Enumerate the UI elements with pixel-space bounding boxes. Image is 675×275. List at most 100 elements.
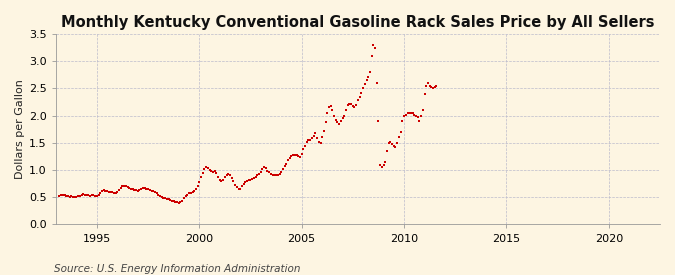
Point xyxy=(148,189,159,194)
Point xyxy=(417,108,428,112)
Point xyxy=(313,139,324,144)
Point xyxy=(267,173,278,178)
Point xyxy=(99,188,109,192)
Point xyxy=(349,105,360,110)
Point xyxy=(189,189,200,193)
Point xyxy=(76,192,87,197)
Point xyxy=(361,78,372,82)
Point xyxy=(244,178,254,182)
Point xyxy=(157,195,167,199)
Point xyxy=(351,103,362,107)
Point xyxy=(370,45,381,50)
Point xyxy=(354,94,365,99)
Point xyxy=(81,193,92,197)
Point xyxy=(57,192,68,197)
Point xyxy=(317,135,327,140)
Point xyxy=(68,194,78,199)
Point xyxy=(235,186,246,191)
Point xyxy=(359,82,370,86)
Point xyxy=(55,193,66,197)
Point xyxy=(113,188,124,192)
Point xyxy=(139,186,150,190)
Point xyxy=(397,119,408,123)
Point xyxy=(105,189,116,194)
Point xyxy=(409,112,420,117)
Point xyxy=(346,101,356,106)
Point xyxy=(187,189,198,194)
Y-axis label: Dollars per Gallon: Dollars per Gallon xyxy=(15,79,25,179)
Point xyxy=(138,186,148,190)
Point xyxy=(288,153,298,158)
Point xyxy=(167,198,178,203)
Point xyxy=(320,120,331,124)
Point xyxy=(412,114,423,119)
Point xyxy=(128,187,138,191)
Point xyxy=(83,193,94,197)
Point xyxy=(194,180,205,184)
Point xyxy=(338,116,348,120)
Point xyxy=(392,141,403,145)
Point xyxy=(209,169,220,173)
Point xyxy=(286,154,297,159)
Point xyxy=(208,170,219,174)
Point xyxy=(161,197,172,201)
Point xyxy=(352,98,363,103)
Point xyxy=(305,138,316,142)
Point xyxy=(404,111,414,115)
Point xyxy=(294,155,305,159)
Point xyxy=(177,198,188,203)
Point xyxy=(303,138,314,142)
Point xyxy=(219,174,230,179)
Point xyxy=(185,191,196,195)
Point xyxy=(306,136,317,141)
Point xyxy=(171,200,182,204)
Point xyxy=(197,170,208,175)
Point xyxy=(262,168,273,173)
Point xyxy=(399,113,410,118)
Point xyxy=(97,189,107,194)
Point xyxy=(348,104,358,108)
Point xyxy=(54,194,65,198)
Point xyxy=(236,184,247,189)
Point xyxy=(88,193,99,197)
Point xyxy=(250,174,261,179)
Point xyxy=(414,119,425,123)
Point xyxy=(373,119,384,123)
Point xyxy=(339,113,350,118)
Point xyxy=(319,129,329,133)
Point xyxy=(406,111,416,115)
Point xyxy=(291,153,302,157)
Point xyxy=(95,191,106,195)
Point xyxy=(310,131,321,135)
Point xyxy=(308,134,319,139)
Point xyxy=(325,104,336,108)
Point xyxy=(342,103,353,107)
Point xyxy=(276,169,287,174)
Point xyxy=(387,142,398,146)
Point xyxy=(400,112,411,117)
Point xyxy=(112,189,123,194)
Point xyxy=(175,200,186,204)
Point xyxy=(216,179,227,183)
Point xyxy=(331,118,342,122)
Point xyxy=(269,173,280,178)
Point xyxy=(134,188,145,192)
Point xyxy=(323,105,334,110)
Point xyxy=(71,194,82,199)
Point xyxy=(202,166,213,170)
Point xyxy=(407,111,418,115)
Point xyxy=(425,83,435,88)
Point xyxy=(211,170,221,175)
Point xyxy=(284,156,295,160)
Point xyxy=(107,190,117,194)
Point xyxy=(204,168,215,172)
Point xyxy=(228,179,239,183)
Point xyxy=(281,161,292,166)
Point xyxy=(64,194,75,199)
Point xyxy=(255,170,266,174)
Point xyxy=(385,139,396,144)
Point xyxy=(158,196,169,200)
Point xyxy=(272,173,283,178)
Point xyxy=(163,197,174,202)
Point xyxy=(254,172,265,177)
